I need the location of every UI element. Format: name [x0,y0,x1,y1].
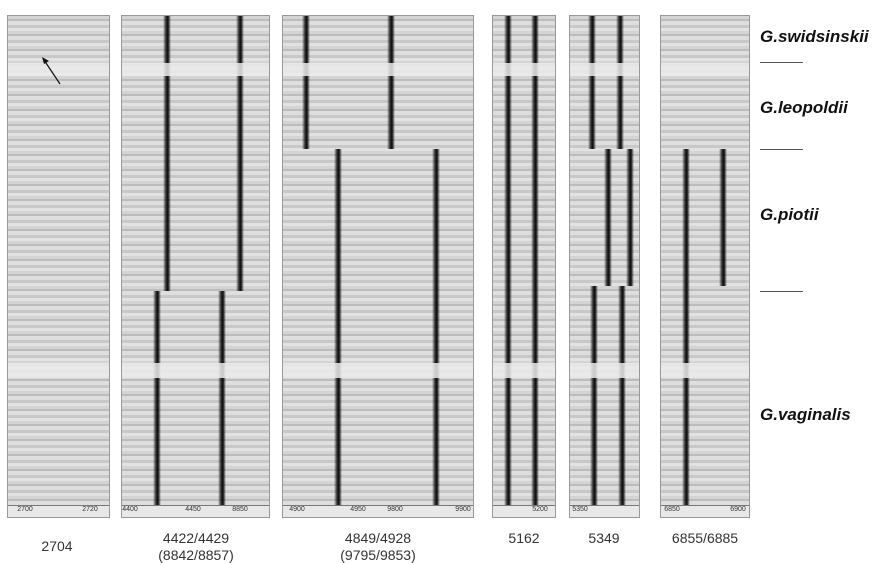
gel-panel [121,15,270,518]
lane-section [8,16,109,517]
lane-section [122,16,269,291]
tick-label: 2720 [82,506,98,513]
tick-label: 4400 [122,506,138,513]
lane-section [570,16,639,149]
lane-section [122,291,269,517]
axis-strip [122,505,269,517]
light-band [8,363,109,378]
light-band [570,363,639,378]
panel-label: 5162 [508,530,540,546]
tick-label: 6900 [730,506,746,513]
tick-label: 8850 [232,506,248,513]
axis-strip [661,505,749,517]
tick-label: 4900 [289,506,305,513]
light-band [283,363,473,378]
axis-strip [8,505,109,517]
panel-sublabel: (8842/8857) [158,547,234,563]
panel-label: 5349 [588,530,620,546]
tick-label: 9800 [387,506,403,513]
axis-strip [493,505,555,517]
tick-label: 4450 [185,506,201,513]
gel-panel [7,15,110,518]
panel-label: 4422/4429 [162,530,230,546]
lane-section [283,16,473,149]
species-label: G.swidsinskii [760,27,869,46]
tick-label: 2700 [17,506,33,513]
panel-sublabel: (9795/9853) [340,547,416,563]
panel-label: 4849/4928 [344,530,412,546]
species-label: G.leopoldii [760,98,848,117]
lane-section [661,149,749,286]
separator [760,291,803,292]
light-band [661,63,749,76]
tick-label: 5200 [532,506,548,513]
light-band [661,363,749,378]
arrow [42,57,61,85]
tick-label: 4950 [350,506,366,513]
lane-section [493,16,555,517]
light-band [283,63,473,76]
tick-label: 5350 [572,506,588,513]
species-label: G.vaginalis [760,405,851,424]
lane-section [283,149,473,517]
panel-label: 6855/6885 [671,530,739,546]
gel-panel [492,15,556,518]
separator [760,149,803,150]
gel-panel [660,15,750,518]
lane-section [661,16,749,149]
tick-label: 9900 [455,506,471,513]
axis-strip [570,505,639,517]
lane-section [570,286,639,517]
light-band [122,363,269,378]
gel-panel [569,15,640,518]
species-label: G.piotii [760,205,819,224]
tick-label: 6850 [664,506,680,513]
light-band [122,63,269,76]
separator [760,62,803,63]
panel-label: 2704 [41,538,73,554]
lane-section [661,286,749,517]
axis-strip [283,505,473,517]
light-band [8,63,109,76]
light-band [570,63,639,76]
lane-section [570,149,639,286]
gel-panel [282,15,474,518]
light-band [493,63,555,76]
light-band [493,363,555,378]
